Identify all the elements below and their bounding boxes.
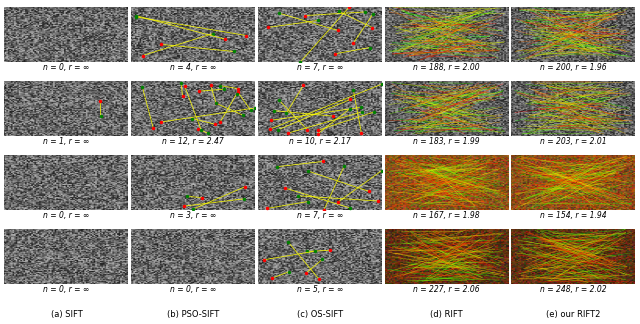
Text: n = 248, r = 2.02: n = 248, r = 2.02: [540, 285, 607, 294]
Text: n = 167, r = 1.98: n = 167, r = 1.98: [413, 211, 480, 220]
Text: (b) PSO-SIFT: (b) PSO-SIFT: [167, 310, 220, 319]
Text: (e) our RIFT2: (e) our RIFT2: [547, 310, 600, 319]
Text: n = 188, r = 2.00: n = 188, r = 2.00: [413, 63, 480, 72]
Text: n = 227, r = 2.06: n = 227, r = 2.06: [413, 285, 480, 294]
Text: n = 5, r = ∞: n = 5, r = ∞: [297, 285, 343, 294]
Text: n = 200, r = 1.96: n = 200, r = 1.96: [540, 63, 607, 72]
Text: n = 0, r = ∞: n = 0, r = ∞: [170, 285, 216, 294]
Text: n = 12, r = 2.47: n = 12, r = 2.47: [163, 137, 224, 146]
Text: n = 1, r = ∞: n = 1, r = ∞: [44, 137, 90, 146]
Text: n = 203, r = 2.01: n = 203, r = 2.01: [540, 137, 607, 146]
Text: (c) OS-SIFT: (c) OS-SIFT: [297, 310, 343, 319]
Text: n = 4, r = ∞: n = 4, r = ∞: [170, 63, 216, 72]
Text: n = 7, r = ∞: n = 7, r = ∞: [297, 211, 343, 220]
Text: n = 10, r = 2.17: n = 10, r = 2.17: [289, 137, 351, 146]
Text: n = 0, r = ∞: n = 0, r = ∞: [44, 285, 90, 294]
Text: n = 154, r = 1.94: n = 154, r = 1.94: [540, 211, 607, 220]
Text: n = 0, r = ∞: n = 0, r = ∞: [44, 211, 90, 220]
Text: n = 0, r = ∞: n = 0, r = ∞: [44, 63, 90, 72]
Text: (d) RIFT: (d) RIFT: [431, 310, 463, 319]
Text: n = 3, r = ∞: n = 3, r = ∞: [170, 211, 216, 220]
Text: n = 7, r = ∞: n = 7, r = ∞: [297, 63, 343, 72]
Text: n = 183, r = 1.99: n = 183, r = 1.99: [413, 137, 480, 146]
Text: (a) SIFT: (a) SIFT: [51, 310, 83, 319]
